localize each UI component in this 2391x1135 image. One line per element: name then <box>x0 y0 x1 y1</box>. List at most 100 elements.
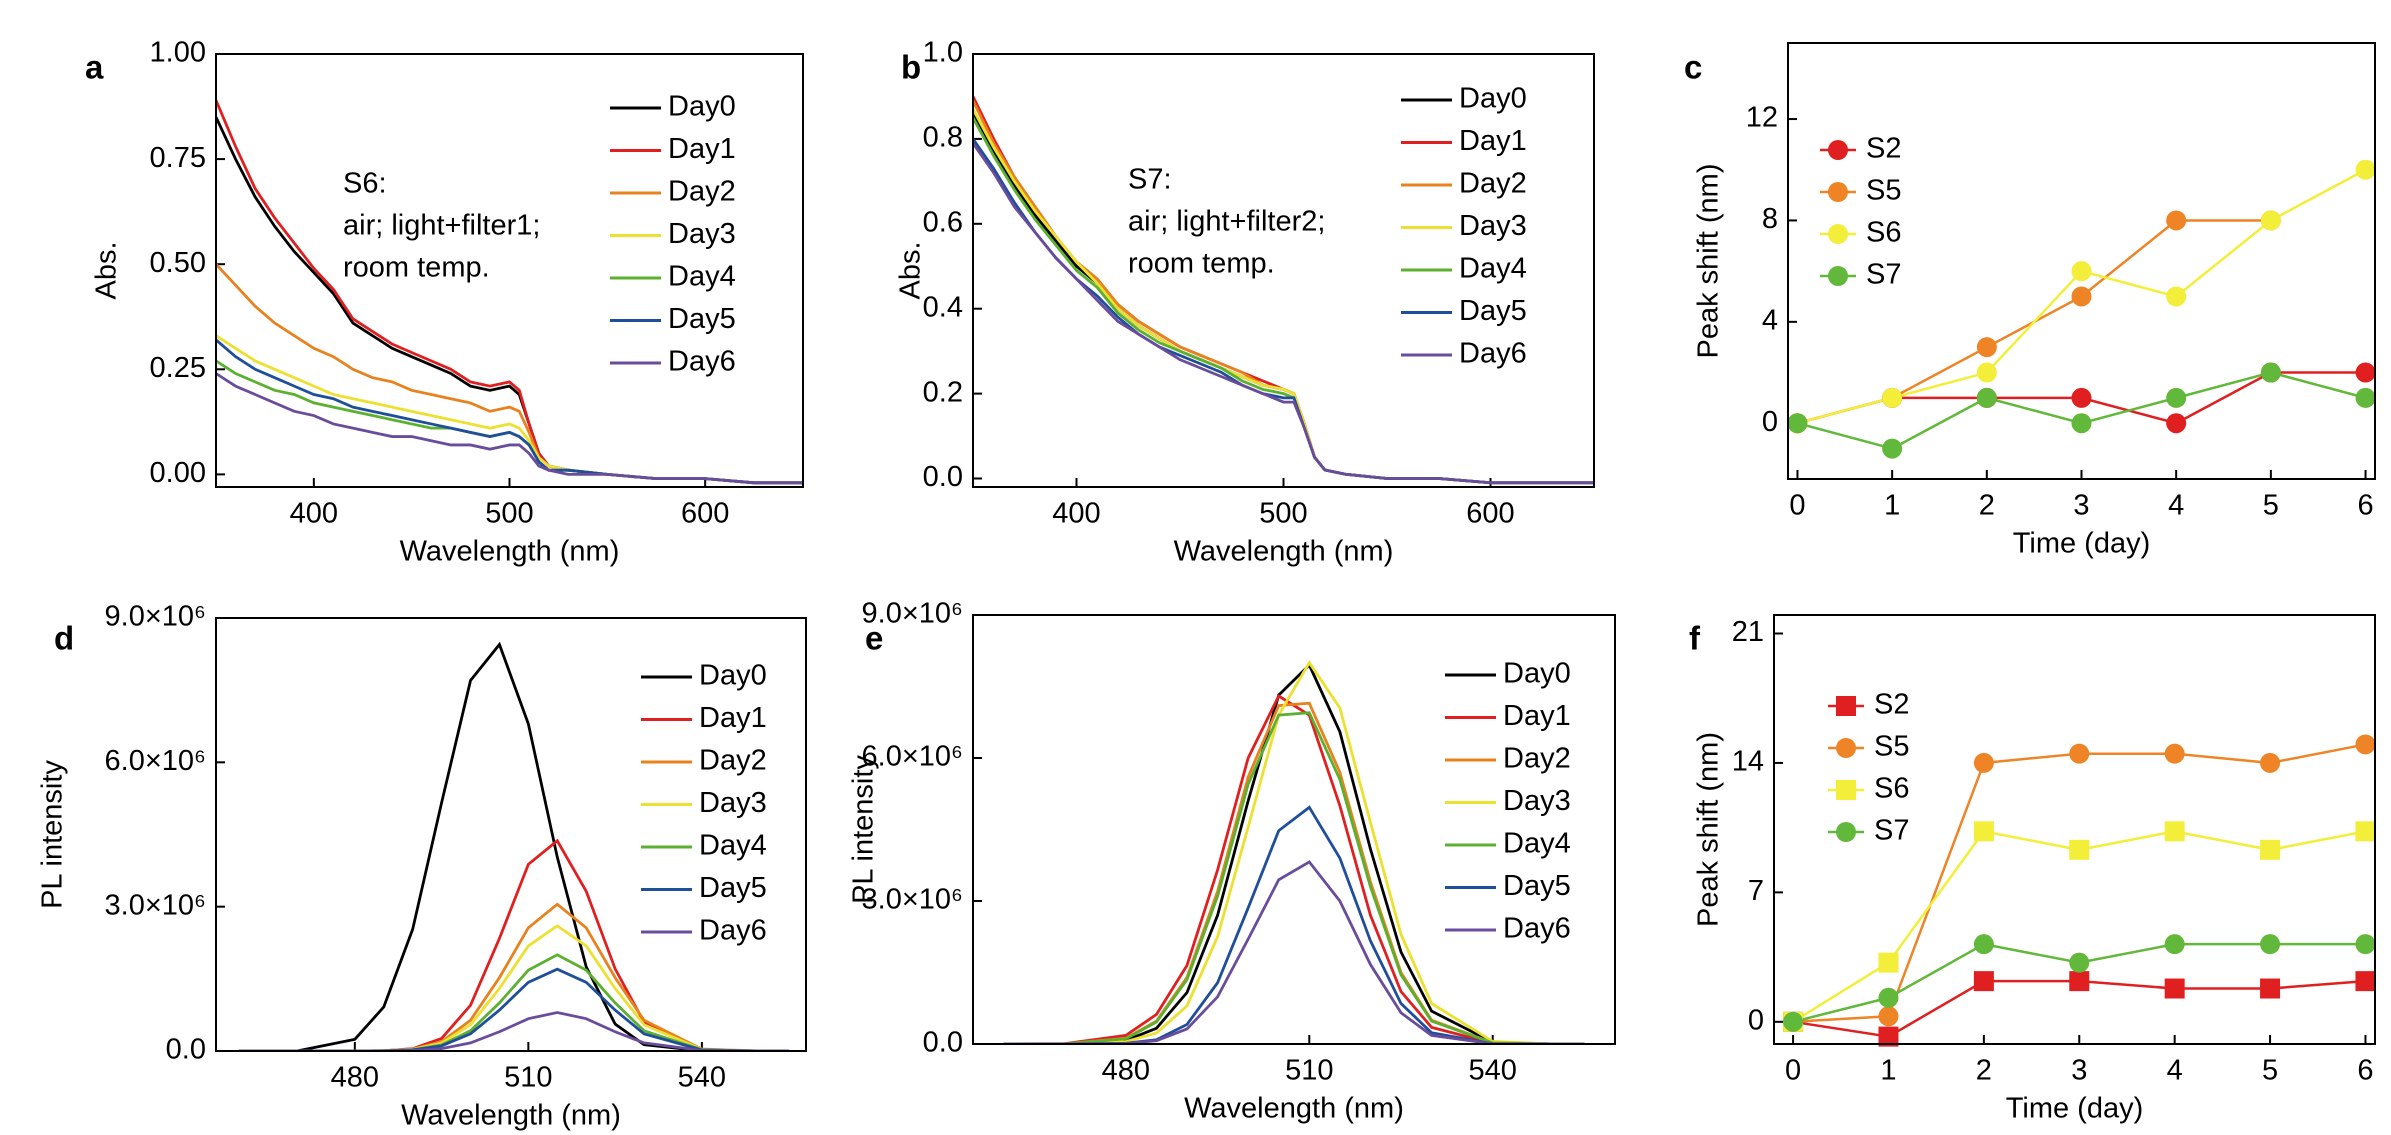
marker <box>2355 159 2376 180</box>
panel: a 0.00 0.25 0.50 0.75 1.00 400 500 600 Wavelength… <box>85 37 804 568</box>
series-line <box>1003 662 1585 1044</box>
x-tick-label: 6 <box>2357 490 2373 522</box>
marker <box>1836 822 1856 842</box>
legend-label: Day6 <box>1503 913 1571 945</box>
legend-label: Day1 <box>1459 125 1527 157</box>
legend-label: Day3 <box>668 218 736 250</box>
plot-frame <box>1773 614 2376 1045</box>
series-line <box>973 100 1594 485</box>
series-layer <box>1003 660 1585 1044</box>
marker <box>2069 839 2090 860</box>
x-tick-label: 510 <box>1285 1055 1333 1087</box>
x-axis-title: Wavelength (nm) <box>1184 1093 1404 1125</box>
legend-label: Day0 <box>1503 658 1571 690</box>
legend-label: Day6 <box>699 915 767 947</box>
marker <box>2071 286 2092 307</box>
marker <box>2166 413 2187 434</box>
marker <box>2164 743 2185 764</box>
legend-label: Day2 <box>1503 743 1571 775</box>
marker <box>2164 978 2185 999</box>
x-tick-label: 3 <box>2071 1055 2087 1087</box>
legend-label: Day0 <box>668 91 736 123</box>
marker <box>2260 362 2281 383</box>
marker <box>1976 387 1997 408</box>
x-tick-label: 480 <box>331 1062 379 1094</box>
marker <box>2355 362 2376 383</box>
legend-label: Day4 <box>668 261 736 293</box>
panel-label: d <box>54 620 74 657</box>
marker <box>2355 734 2376 755</box>
series-line <box>1003 860 1585 1044</box>
y-tick-label: 0.0 <box>166 1034 206 1066</box>
x-tick-label: 540 <box>678 1062 726 1094</box>
marker <box>2164 821 2185 842</box>
y-tick-label: 0.6 <box>923 206 963 238</box>
legend-label: Day2 <box>699 745 767 777</box>
y-tick-label: 4 <box>1762 304 1778 336</box>
marker <box>1836 780 1856 800</box>
annotation: room temp. <box>1128 248 1275 280</box>
x-tick-label: 6 <box>2357 1055 2373 1087</box>
x-axis-title: Wavelength (nm) <box>400 536 620 568</box>
y-tick-label: 0.8 <box>923 122 963 154</box>
legend-label: Day1 <box>1503 700 1571 732</box>
y-axis-title: Abs. <box>895 241 927 299</box>
marker <box>2260 839 2281 860</box>
marker <box>2069 743 2090 764</box>
series-layer <box>973 95 1594 485</box>
legend-label: Day4 <box>699 830 767 862</box>
x-tick-label: 600 <box>1466 498 1514 530</box>
marker <box>2355 971 2376 992</box>
marker <box>1976 362 1997 383</box>
y-tick-label: 21 <box>1732 616 1764 648</box>
y-tick-label: 12 <box>1746 102 1778 134</box>
y-tick-label: 9.0×10⁶ <box>105 601 206 633</box>
marker <box>1878 952 1899 973</box>
legend-label: Day2 <box>668 176 736 208</box>
plot-frame <box>215 53 804 488</box>
y-tick-label: 7 <box>1748 875 1764 907</box>
legend-label: S6 <box>1866 217 1901 249</box>
marker <box>1783 1011 1804 1032</box>
x-tick-label: 0 <box>1789 490 1805 522</box>
series-line <box>216 359 803 485</box>
series-layer <box>216 99 803 485</box>
marker <box>2069 971 2090 992</box>
y-tick-label: 0.25 <box>150 352 206 384</box>
plot-frame <box>1787 42 2376 480</box>
x-tick-label: 1 <box>1884 490 1900 522</box>
y-tick-label: 0.75 <box>150 142 206 174</box>
legend-label: S2 <box>1874 689 1909 721</box>
marker <box>2166 210 2187 231</box>
series-line <box>1003 660 1585 1044</box>
x-tick-label: 5 <box>2262 1055 2278 1087</box>
y-tick-label: 0.50 <box>150 247 206 279</box>
marker <box>2166 387 2187 408</box>
marker <box>1836 696 1856 716</box>
series-line <box>1797 371 2366 450</box>
marker <box>1787 413 1808 434</box>
series-line <box>216 116 803 485</box>
x-tick-label: 2 <box>1979 490 1995 522</box>
legend-label: Day5 <box>1459 295 1527 327</box>
x-tick-label: 3 <box>2073 490 2089 522</box>
legend-label: Day4 <box>1503 828 1571 860</box>
x-tick-label: 4 <box>2167 1055 2183 1087</box>
legend-label: Day1 <box>668 133 736 165</box>
x-tick-label: 400 <box>290 498 338 530</box>
marker <box>2166 286 2187 307</box>
y-axis-title: Peak shift (nm) <box>1693 732 1725 927</box>
marker <box>1973 821 1994 842</box>
marker <box>1878 1026 1899 1047</box>
marker <box>1878 987 1899 1008</box>
marker <box>1973 752 1994 773</box>
marker <box>1836 738 1856 758</box>
legend-label: Day6 <box>668 346 736 378</box>
legend-label: Day4 <box>1459 253 1527 285</box>
series-line <box>1003 701 1585 1044</box>
series-line <box>239 967 789 1051</box>
marker <box>2071 413 2092 434</box>
marker <box>2071 261 2092 282</box>
marker <box>2355 821 2376 842</box>
